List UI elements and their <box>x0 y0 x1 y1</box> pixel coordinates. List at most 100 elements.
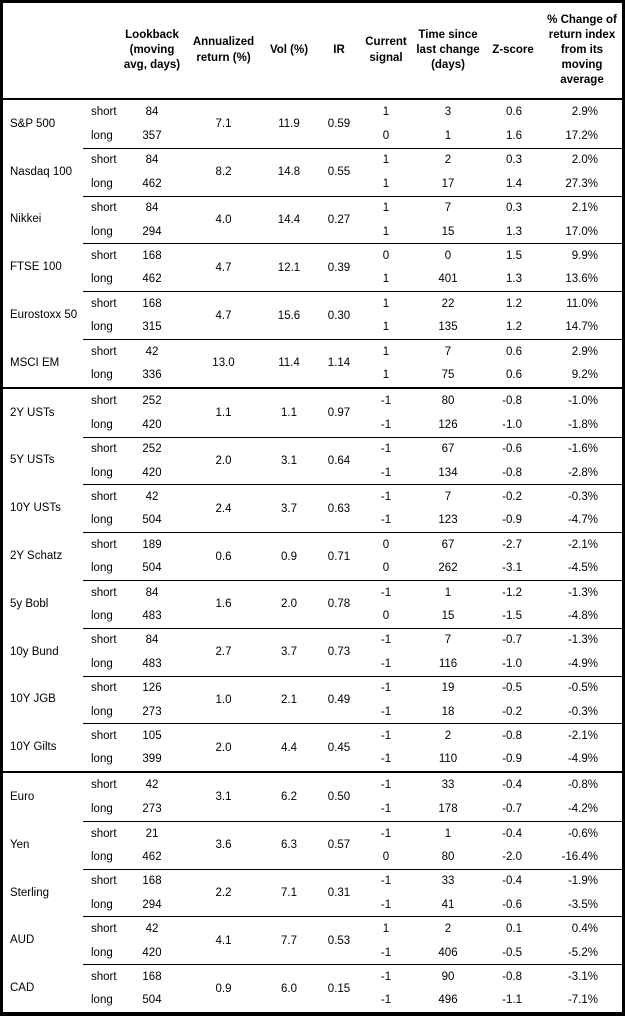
lookback-value: 420 <box>142 466 162 479</box>
zscore-value: -2.7 <box>502 538 522 551</box>
asset-group: Sterling short 168 2.2 7.1 0.31 -1 33 -0.4 -1.9% l… <box>3 868 622 917</box>
asset-name: Nikkei <box>10 213 42 226</box>
asset-name: Yen <box>10 838 30 851</box>
current-signal-value: -1 <box>380 802 392 815</box>
asset-group-values: short 84 8.2 14.8 0.55 1 2 0.3 2.0% long 462 1 17 1.4… <box>83 147 622 196</box>
horizon-label: short <box>91 827 117 840</box>
asset-name: 10Y USTs <box>10 502 61 515</box>
horizon-label: long <box>91 850 113 863</box>
vol-value: 0.9 <box>281 550 297 563</box>
horizon-label: long <box>91 898 113 911</box>
pct-change-value: -0.3% <box>567 491 598 504</box>
lookback-value: 42 <box>145 345 159 358</box>
current-signal-value: -1 <box>380 730 392 742</box>
time-since-last-change-value: 2 <box>444 923 452 936</box>
time-since-last-change-value: 2 <box>444 730 452 742</box>
time-since-last-change-value: 110 <box>438 753 458 766</box>
ir-value: 0.27 <box>327 213 351 226</box>
lookback-value: 21 <box>145 827 159 840</box>
pct-change-value: -1.3% <box>567 634 598 647</box>
current-signal-value: 1 <box>382 345 390 358</box>
zscore-value: -0.5 <box>502 946 522 959</box>
zscore-value: -0.4 <box>502 778 522 791</box>
lookback-value: 504 <box>142 514 162 527</box>
pct-change-value: -5.2% <box>567 946 598 959</box>
zscore-value: -0.2 <box>502 705 522 718</box>
time-since-last-change-value: 18 <box>441 705 455 718</box>
horizon-label: short <box>91 491 117 504</box>
asset-group: 10y Bund short 84 2.7 3.7 0.73 -1 7 -0.7 -1.3% lon… <box>3 627 622 676</box>
pct-change-value: -3.1% <box>567 970 598 983</box>
current-signal-value: -1 <box>380 491 392 504</box>
zscore-value: -1.2 <box>502 586 522 599</box>
time-since-last-change-value: 90 <box>441 970 455 983</box>
vol-value: 11.4 <box>278 357 300 370</box>
annualized-return-value: 7.1 <box>215 117 232 130</box>
pct-change-value: -1.8% <box>567 418 598 431</box>
vol-value: 6.3 <box>281 839 297 852</box>
asset-group: 10Y Gilts short 105 2.0 4.4 0.45 -1 2 -0.8 -2.1% l… <box>3 723 622 771</box>
asset-name: Eurostoxx 50 <box>10 309 78 322</box>
asset-group: 5y Bobl short 84 1.6 2.0 0.78 -1 1 -1.2 -1.3% long… <box>3 579 622 628</box>
lookback-value: 420 <box>142 946 162 959</box>
asset-group-values: short 21 3.6 6.3 0.57 -1 1 -0.4 -0.6% long 462 0 80 -… <box>83 820 622 869</box>
asset-name: Euro <box>10 790 35 803</box>
zscore-value: -0.7 <box>502 634 522 647</box>
zscore-value: -0.5 <box>502 682 522 695</box>
column-header-pct-change: % Change of return index from its moving… <box>547 13 617 87</box>
asset-name: CAD <box>10 982 35 995</box>
horizon-label: long <box>91 994 113 1007</box>
current-signal-value: -1 <box>380 946 392 959</box>
ir-value: 0.97 <box>327 406 351 419</box>
zscore-value: -2.0 <box>502 850 522 863</box>
asset-group-values: short 189 0.6 0.9 0.71 0 67 -2.7 -2.1% long 504 0 26… <box>83 532 622 580</box>
annualized-return-value: 2.2 <box>215 887 232 900</box>
ir-value: 0.78 <box>327 598 351 611</box>
pct-change-value: -4.7% <box>567 514 598 527</box>
lookback-value: 126 <box>142 682 162 695</box>
ir-value: 0.49 <box>327 693 351 706</box>
time-since-last-change-value: 15 <box>441 610 455 623</box>
horizon-label: long <box>91 946 113 959</box>
time-since-last-change-value: 406 <box>438 946 458 959</box>
current-signal-value: -1 <box>380 827 392 840</box>
horizon-label: short <box>91 586 117 599</box>
vol-value: 11.9 <box>278 117 300 130</box>
pct-change-value: -0.5% <box>567 682 598 695</box>
asset-group-values: short 168 0.9 6.0 0.15 -1 90 -0.8 -3.1% long 504 -1… <box>83 964 622 1012</box>
ir-value: 0.55 <box>327 166 351 179</box>
annualized-return-value: 1.1 <box>215 406 232 419</box>
current-signal-value: -1 <box>380 705 392 718</box>
asset-group: MSCI EM short 42 13.0 11.4 1.14 1 7 0.6 2.9% long 3… <box>3 338 622 387</box>
time-since-last-change-value: 2 <box>444 154 452 167</box>
column-header-time-since-last-change: Time since last change (days) <box>416 28 480 72</box>
lookback-value: 105 <box>142 730 162 742</box>
time-since-last-change-value: 116 <box>438 657 458 670</box>
horizon-label: long <box>91 610 113 623</box>
current-signal-value: 0 <box>382 850 390 863</box>
ir-value: 0.30 <box>327 309 351 322</box>
current-signal-value: 1 <box>382 273 390 286</box>
asset-group-values: short 42 2.4 3.7 0.63 -1 7 -0.2 -0.3% long 504 -1 12… <box>83 484 622 532</box>
asset-group: FTSE 100 short 168 4.7 12.1 0.39 0 0 1.5 9.9% long… <box>3 243 622 291</box>
lookback-value: 483 <box>142 610 162 623</box>
horizon-label: long <box>91 802 113 815</box>
zscore-value: -1.0 <box>502 657 522 670</box>
current-signal-value: -1 <box>380 875 392 888</box>
lookback-value: 84 <box>145 154 159 167</box>
zscore-value: 0.1 <box>506 923 522 936</box>
time-since-last-change-value: 3 <box>444 105 452 118</box>
pct-change-value: 17.0% <box>565 225 598 238</box>
lookback-value: 462 <box>142 177 162 190</box>
horizon-label: long <box>91 225 113 238</box>
table-header: Lookback (moving avg, days) Annualized r… <box>3 3 622 100</box>
current-signal-value: 1 <box>382 297 390 310</box>
pct-change-value: 0.4% <box>571 923 598 936</box>
asset-group: 10Y JGB short 126 1.0 2.1 0.49 -1 19 -0.5 -0.5% lo… <box>3 675 622 724</box>
annualized-return-value: 1.6 <box>215 598 232 611</box>
current-signal-value: -1 <box>380 418 392 431</box>
time-since-last-change-value: 7 <box>444 202 452 215</box>
vol-value: 14.4 <box>277 213 301 226</box>
pct-change-value: -3.5% <box>567 898 598 911</box>
time-since-last-change-value: 80 <box>441 394 455 407</box>
